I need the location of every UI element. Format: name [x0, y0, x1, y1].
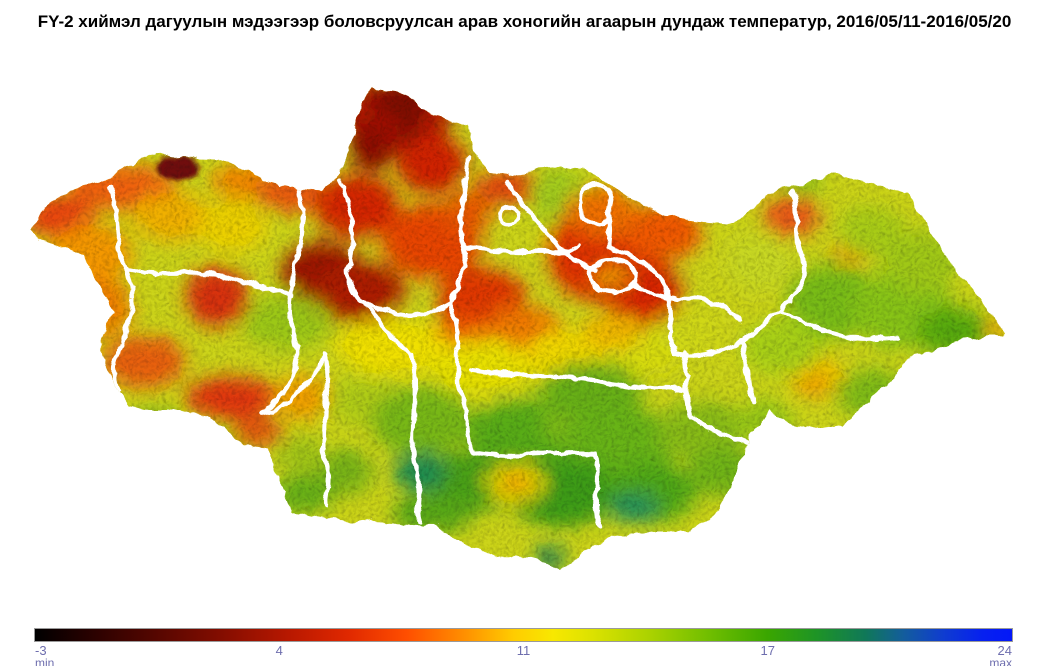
- max-label: max: [989, 656, 1012, 666]
- min-label: min: [35, 656, 55, 666]
- ulaanbaatar-enclave-border: [586, 255, 637, 293]
- mongolia-map: [30, 87, 1003, 568]
- orkhon-enclave-border: [495, 202, 520, 225]
- colorbar-frame: [34, 628, 1013, 642]
- raster-grain-texture: [30, 87, 1003, 568]
- temperature-raster: [30, 87, 1003, 568]
- colorbar-ticks: -3 4 11 17 24: [35, 643, 1012, 658]
- colorbar-minmax: min max: [35, 656, 1012, 666]
- colorbar-gradient: [35, 629, 1012, 641]
- tick-label-4: 4: [275, 643, 283, 658]
- tick-label-max: 24: [997, 643, 1012, 658]
- tick-label-11: 11: [516, 643, 531, 658]
- page-title: FY-2 хиймэл дагуулын мэдээгээр боловсруу…: [37, 12, 1012, 31]
- tick-label-17: 17: [760, 643, 775, 658]
- darkhan-uul-enclave-border: [576, 181, 611, 225]
- tick-label-min: -3: [35, 643, 47, 658]
- province-borders: [105, 153, 900, 527]
